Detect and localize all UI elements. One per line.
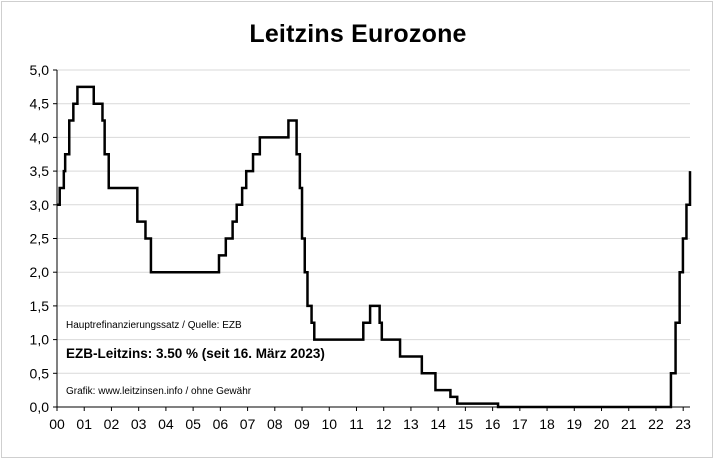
- y-tick-label: 4,5: [30, 96, 50, 112]
- x-tick-labels: 00 01 02 03 04 05 06 07 08 09 10 11 12 13 14 15 16 17 18 19…: [49, 416, 691, 432]
- current-rate-annotation: EZB-Leitzins: 3.50 % (seit 16. März 2023…: [66, 346, 325, 361]
- x-tick-label: 02: [104, 416, 120, 432]
- y-tick-labels: 0,0 0,5 1,0 1,5 2,0 2,5 3,0 3,5 4,0 4,5 5,0: [30, 62, 50, 415]
- series-group: [57, 85, 692, 409]
- x-tick-label: 20: [594, 416, 610, 432]
- x-tick-label: 12: [376, 416, 392, 432]
- y-tick-label: 5,0: [30, 62, 50, 78]
- x-tick-label: 04: [158, 416, 174, 432]
- x-tick-label: 06: [213, 416, 229, 432]
- x-tick-label: 10: [321, 416, 337, 432]
- source-annotation: Hauptrefinanzierungssatz / Quelle: EZB: [66, 320, 242, 331]
- x-tick-label: 17: [512, 416, 528, 432]
- x-tick-label: 16: [485, 416, 501, 432]
- x-tick-label: 15: [458, 416, 474, 432]
- x-tick-label: 03: [131, 416, 147, 432]
- x-tick-label: 13: [403, 416, 419, 432]
- x-tick-label: 07: [240, 416, 256, 432]
- y-tick-label: 0,0: [30, 399, 50, 415]
- y-tick-label: 0,5: [30, 365, 50, 381]
- x-tick-label: 08: [267, 416, 283, 432]
- x-tick-label: 00: [49, 416, 65, 432]
- rate-step-line: [57, 85, 692, 409]
- x-tick-label: 18: [539, 416, 555, 432]
- y-tick-label: 1,5: [30, 298, 50, 314]
- x-tick-label: 01: [76, 416, 92, 432]
- y-tick-label: 2,5: [30, 231, 50, 247]
- x-tick-label: 05: [185, 416, 201, 432]
- x-tick-label: 11: [349, 416, 364, 432]
- y-tick-label: 3,5: [30, 163, 50, 179]
- gridlines: [57, 69, 690, 374]
- x-tick-label: 21: [621, 416, 637, 432]
- x-tick-label: 22: [648, 416, 664, 432]
- x-tick-label: 09: [294, 416, 310, 432]
- y-tick-label: 4,0: [30, 129, 50, 145]
- x-tick-label: 19: [567, 416, 583, 432]
- credit-annotation: Grafik: www.leitzinsen.info / ohne Gewäh…: [66, 386, 252, 397]
- y-tick-label: 2,0: [30, 264, 50, 280]
- y-tick-label: 1,0: [30, 332, 50, 348]
- x-tick-label: 14: [430, 416, 446, 432]
- chart-title: Leitzins Eurozone: [249, 20, 467, 48]
- y-tick-label: 3,0: [30, 197, 50, 213]
- x-tick-label: 23: [675, 416, 691, 432]
